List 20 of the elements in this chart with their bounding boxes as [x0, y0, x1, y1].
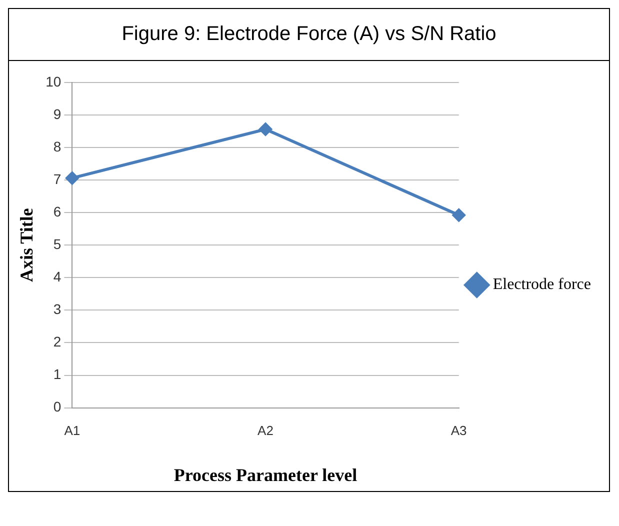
- y-tick-label: 6: [53, 203, 62, 220]
- x-tick-label: A1: [64, 423, 80, 438]
- x-axis-title: Process Parameter level: [174, 464, 358, 485]
- y-tick-label: 8: [53, 138, 62, 154]
- y-tick-label: 7: [53, 170, 62, 187]
- x-tick-label: A2: [258, 423, 274, 438]
- point: [259, 122, 272, 136]
- y-axis-title: Axis Title: [16, 208, 36, 282]
- chart-title: Figure 9: Electrode Force (A) vs S/N Ratio: [9, 9, 609, 61]
- y-tick-label: 1: [53, 366, 62, 382]
- x-tick-label: A3: [450, 423, 467, 438]
- y-tick-label: 0: [53, 398, 62, 415]
- point: [452, 208, 466, 222]
- y-tick-label: 10: [46, 73, 62, 90]
- y-tick-label: 5: [53, 236, 62, 252]
- legend-label: Electrode force: [492, 276, 591, 294]
- y-tick-label: 2: [53, 334, 62, 350]
- y-tick-label: 3: [53, 301, 62, 318]
- y-tick-label: 4: [53, 268, 62, 284]
- y-tick-label: 9: [53, 106, 62, 122]
